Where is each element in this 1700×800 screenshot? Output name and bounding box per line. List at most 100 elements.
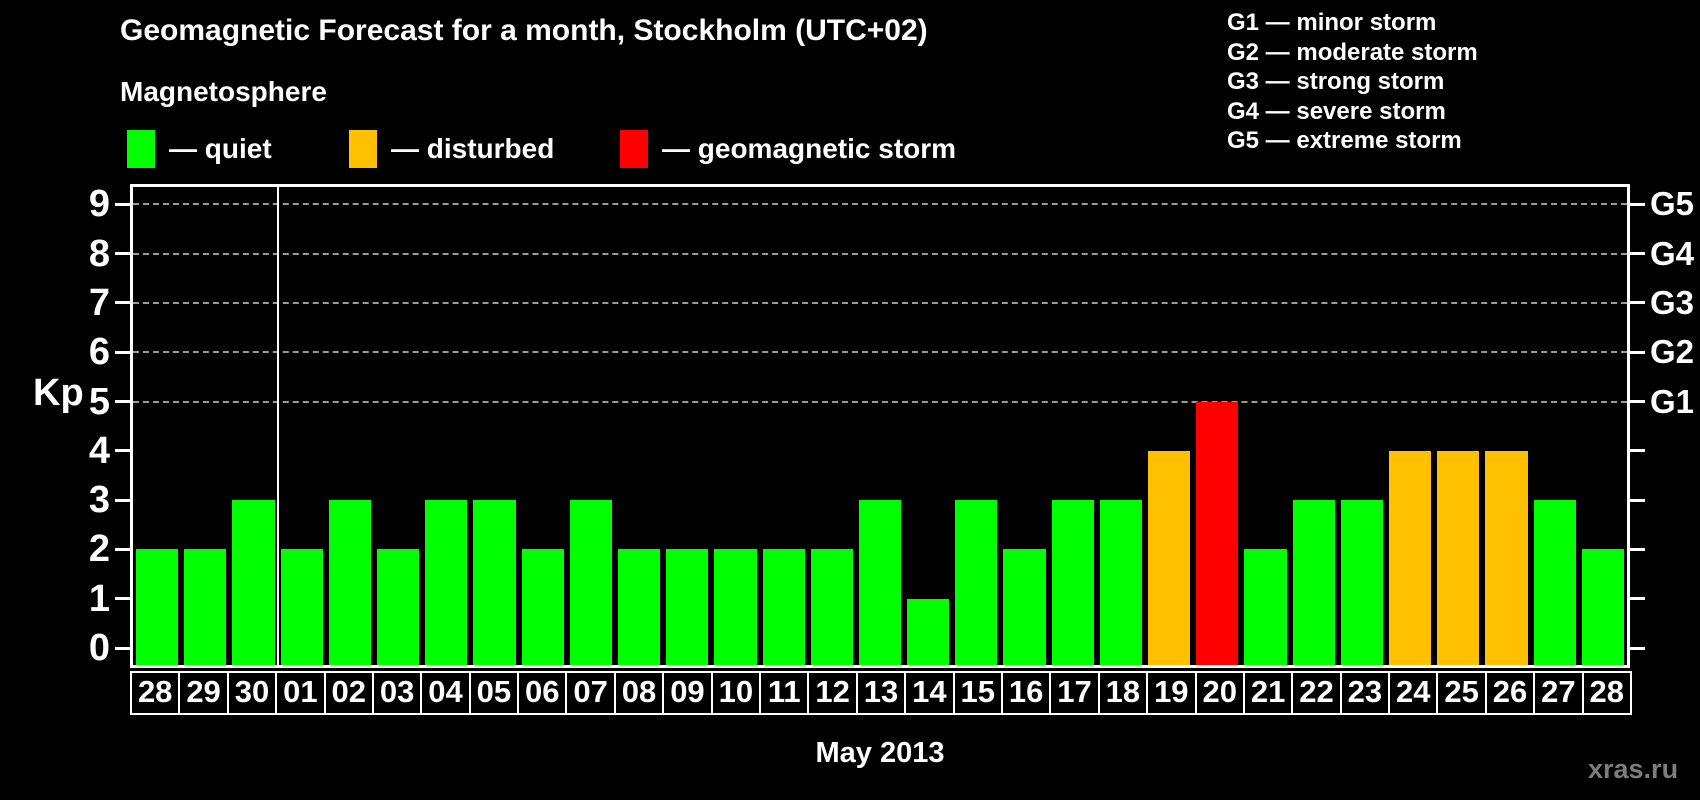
y-tick-right-6: [1630, 350, 1645, 354]
y-tick-right-8: [1630, 252, 1645, 256]
day-label-23-may: 23: [1339, 671, 1391, 715]
g-legend-line-g3: G3 — strong storm: [1227, 68, 1445, 96]
day-label-26-may: 26: [1484, 671, 1536, 715]
y-tick-left-8: [115, 252, 130, 256]
day-label-04-may: 04: [420, 671, 471, 715]
y-tick-left-2: [115, 547, 130, 551]
day-label-10-may: 10: [710, 671, 762, 715]
bar-day-01: [280, 549, 323, 665]
day-label-02-may: 02: [323, 671, 374, 715]
day-label-06-may: 06: [517, 671, 568, 715]
bar-day-07: [569, 500, 612, 665]
quiet-color-swatch: [127, 130, 155, 168]
bar-day-17: [1051, 500, 1094, 665]
y-tick-left-4: [115, 449, 130, 453]
bar-day-11: [762, 549, 805, 665]
g-legend-line-g4: G4 — severe storm: [1227, 97, 1446, 125]
gridline-kp-7: [133, 301, 1627, 304]
legend-item-geomagnetic-storm: — geomagnetic storm: [620, 130, 956, 168]
g-scale-legend: G1 — minor storm G2 — moderate storm G3 …: [1227, 8, 1478, 156]
bar-day-23: [1340, 500, 1384, 665]
g-axis-label-g3: G3: [1650, 283, 1695, 321]
day-label-27-may: 27: [1533, 671, 1584, 715]
y-tick-label-7: 7: [88, 281, 110, 324]
bar-day-21: [1244, 549, 1287, 665]
day-label-01-may: 01: [275, 671, 326, 715]
bar-day-10: [714, 549, 757, 665]
day-label-20-may: 20: [1194, 671, 1245, 715]
g-axis-label-g4: G4: [1650, 234, 1695, 272]
y-tick-label-0: 0: [88, 627, 110, 669]
y-tick-right-7: [1630, 301, 1645, 305]
day-label-22-may: 22: [1291, 671, 1342, 715]
day-label-30-apr: 30: [226, 671, 278, 715]
g-axis-label-g1: G1: [1650, 382, 1695, 420]
g-legend-line-g2: G2 — moderate storm: [1227, 38, 1478, 66]
y-tick-label-3: 3: [88, 479, 110, 522]
day-label-28-apr: 28: [130, 671, 181, 715]
bar-day-09: [666, 549, 709, 665]
bar-day-27: [1533, 500, 1576, 665]
bar-day-08: [617, 549, 661, 665]
legend-item-quiet: — quiet: [127, 130, 272, 168]
g-legend-line-g1: G1 — minor storm: [1227, 9, 1437, 36]
bar-day-04: [425, 500, 468, 665]
bar-day-15: [955, 500, 998, 665]
y-tick-label-6: 6: [88, 331, 110, 374]
day-label-19-may: 19: [1146, 671, 1197, 715]
day-label-25-may: 25: [1436, 671, 1487, 715]
y-tick-label-5: 5: [88, 380, 110, 423]
y-tick-right-4: [1630, 449, 1645, 453]
legend-label-disturbed: — disturbed: [391, 133, 555, 164]
bar-day-28: [1581, 549, 1624, 665]
gridline-kp-8: [133, 252, 1627, 255]
bar-day-19: [1148, 450, 1191, 665]
y-tick-label-8: 8: [88, 232, 110, 275]
day-label-24-may: 24: [1388, 671, 1439, 715]
gridline-kp-9: [133, 203, 1627, 206]
y-axis-title: Kp: [33, 372, 84, 414]
bar-day-05: [473, 500, 516, 665]
bar-day-30: [232, 500, 275, 665]
legend-label-quiet: — quiet: [169, 133, 272, 164]
day-label-03-may: 03: [371, 671, 423, 715]
bar-day-29: [184, 549, 227, 665]
day-label-14-may: 14: [904, 671, 955, 715]
storm-color-swatch: [620, 130, 648, 168]
day-label-16-may: 16: [1000, 671, 1052, 715]
day-label-12-may: 12: [807, 671, 858, 715]
gridline-kp-5: [133, 400, 1627, 403]
y-tick-right-3: [1630, 498, 1645, 502]
y-tick-right-1: [1630, 597, 1645, 601]
page-title: Geomagnetic Forecast for a month, Stockh…: [120, 14, 928, 47]
plot-area: [130, 184, 1630, 668]
y-tick-left-3: [115, 498, 130, 502]
bar-day-28: [136, 549, 179, 665]
y-tick-label-4: 4: [88, 429, 110, 472]
y-tick-right-0: [1630, 646, 1645, 650]
bar-day-03: [376, 549, 420, 665]
bar-day-20: [1196, 401, 1239, 665]
day-label-08-may: 08: [613, 671, 665, 715]
day-label-13-may: 13: [855, 671, 907, 715]
bar-day-22: [1292, 500, 1335, 665]
bar-day-26: [1485, 450, 1528, 665]
y-tick-right-9: [1630, 202, 1645, 206]
day-label-05-may: 05: [468, 671, 520, 715]
watermark: xras.ru: [1588, 754, 1679, 784]
x-axis-day-labels: 28 29 30 01 02 03 04 05 06 07 08 09 10 11 12 13 14 15 16 17…: [130, 671, 1632, 715]
bar-day-24: [1389, 450, 1432, 665]
bar-day-18: [1099, 500, 1143, 665]
disturbed-color-swatch: [349, 130, 377, 168]
g-axis-label-g2: G2: [1650, 333, 1695, 371]
y-tick-label-1: 1: [88, 577, 110, 620]
day-label-21-may: 21: [1242, 671, 1294, 715]
y-tick-left-6: [115, 350, 130, 354]
bar-day-06: [521, 549, 564, 665]
x-axis-title: May 2013: [815, 737, 945, 769]
day-label-09-may: 09: [662, 671, 713, 715]
bar-day-25: [1437, 450, 1480, 665]
y-tick-right-2: [1630, 547, 1645, 551]
y-tick-left-0: [115, 646, 130, 650]
day-label-17-may: 17: [1049, 671, 1100, 715]
